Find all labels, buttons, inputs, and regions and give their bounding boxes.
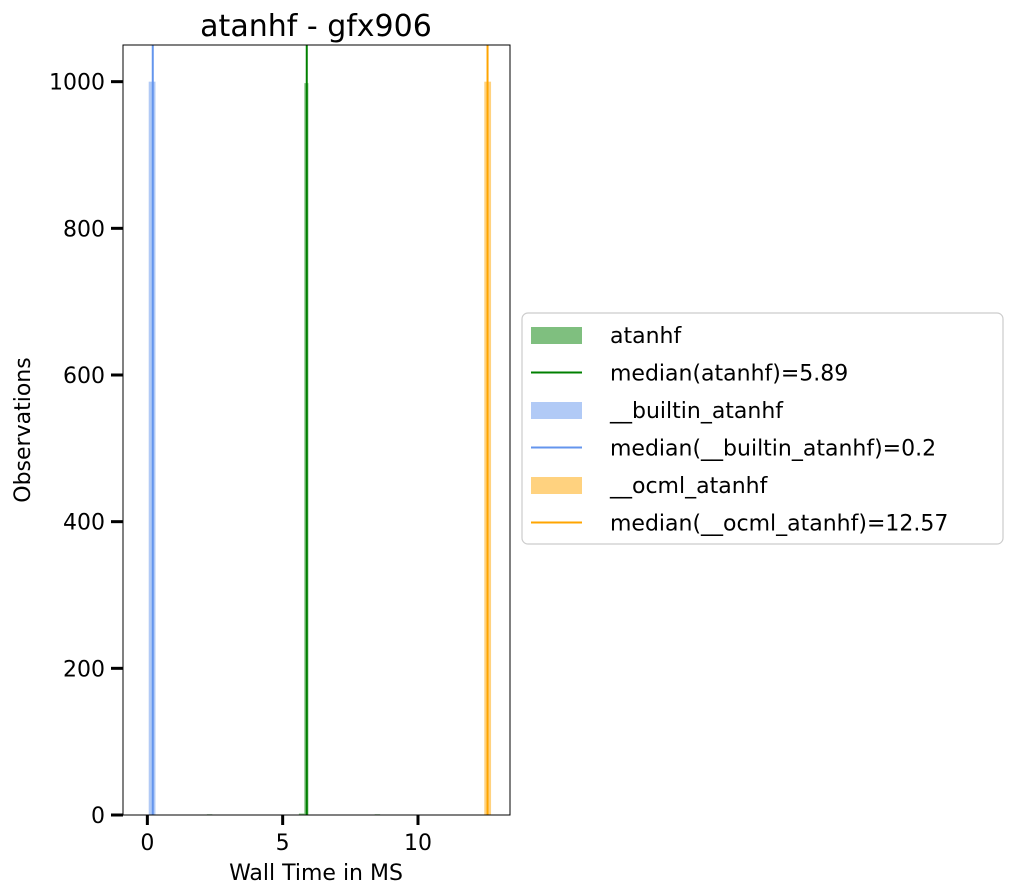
x-tick-label: 5 [276,831,290,856]
y-tick-label: 200 [63,657,105,682]
legend-swatch [531,327,582,344]
histogram-bar [298,813,305,815]
y-tick-label: 0 [91,804,105,829]
y-tick-label: 1000 [49,71,105,96]
y-axis-ticks: 0 200 400 600 800 1000 [49,71,123,829]
plot-frame [122,44,511,816]
legend-swatch [531,477,582,494]
chart-title: atanhf - gfx906 [200,9,432,44]
legend-box [521,312,1004,545]
legend-entry-label: median(__ocml_atanhf)=12.57 [610,512,948,537]
x-tick-label: 10 [404,831,432,856]
legend-entry-label: __ocml_atanhf [609,474,769,499]
legend-entry-label: median(__builtin_atanhf)=0.2 [610,437,936,462]
x-tick-label: 0 [140,831,154,856]
legend-entry-label: __builtin_atanhf [609,399,784,424]
x-axis-ticks: 0 5 10 [140,815,432,856]
y-tick-label: 800 [63,217,105,242]
y-tick-label: 400 [63,511,105,536]
y-axis-label: Observations [11,357,36,502]
legend: atanhf median(atanhf)=5.89 __builtin_atanh… [521,312,1004,545]
x-axis-label: Wall Time in MS [229,861,403,886]
plot-area [122,44,511,816]
legend-swatch [531,402,582,419]
y-tick-label: 600 [63,364,105,389]
legend-entry-label: median(atanhf)=5.89 [610,362,848,387]
legend-entry-label: atanhf [610,324,682,349]
